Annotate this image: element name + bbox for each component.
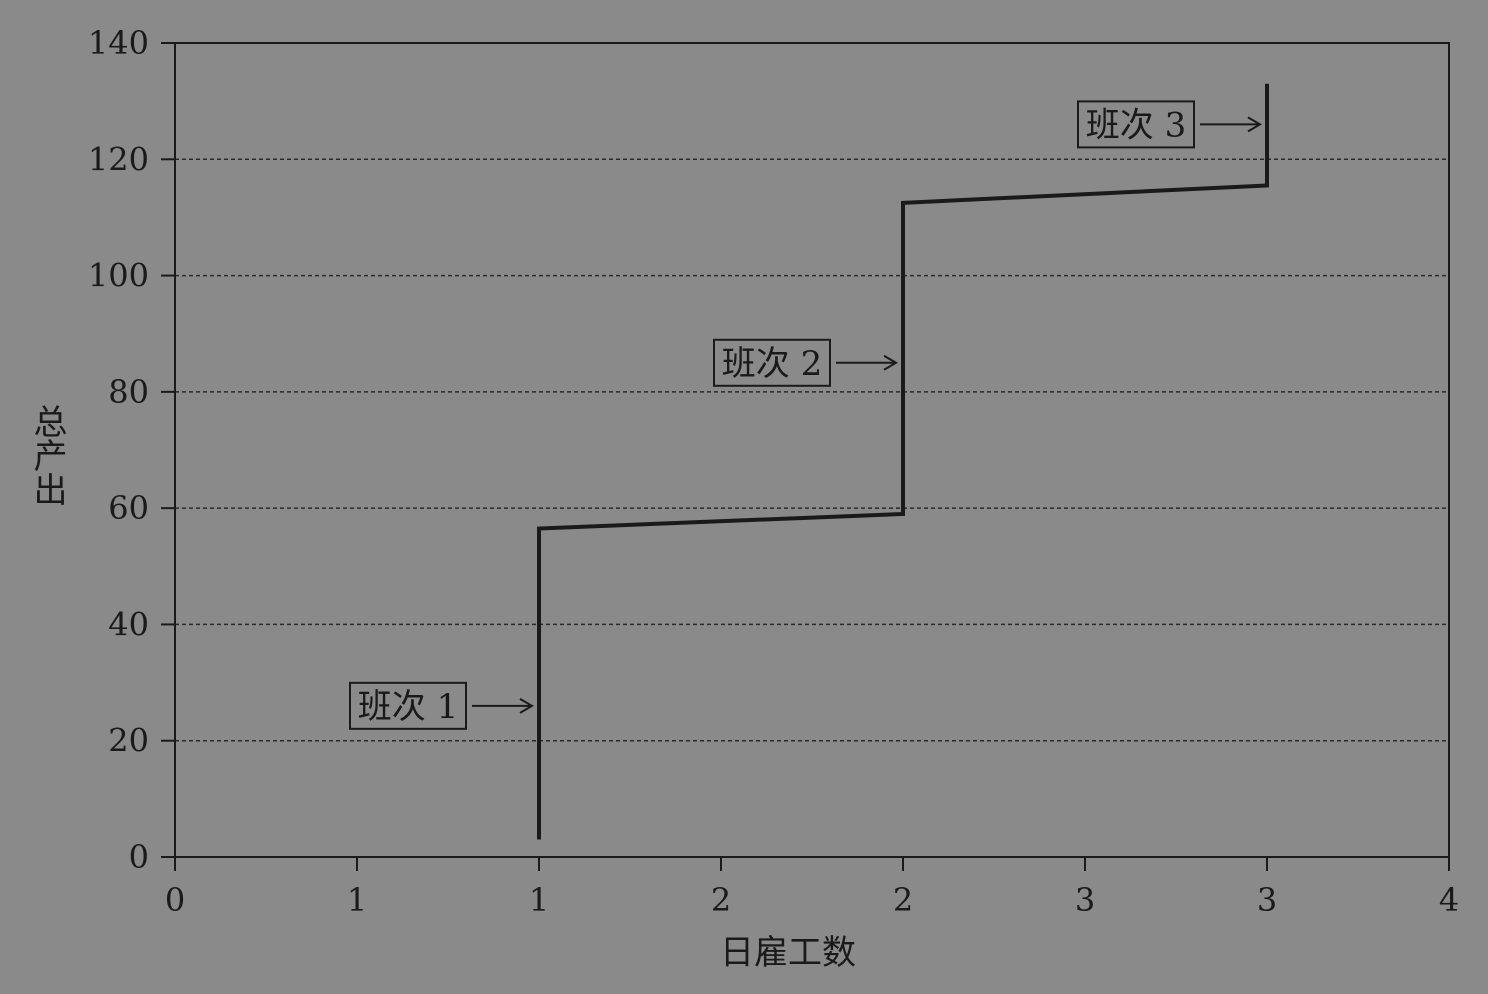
annotation-2: 班次 2 xyxy=(713,338,898,387)
x-axis-title: 日雇工数 xyxy=(720,933,856,973)
x-tick-label: 3 xyxy=(1257,881,1277,919)
annotation-box xyxy=(1077,100,1195,149)
series-group xyxy=(537,83,1269,840)
annotation-label: 班次 2 xyxy=(722,344,822,384)
y-axis-ticks: 0 20 40 60 80 100 120 140 xyxy=(88,24,175,876)
x-tick-label: 2 xyxy=(711,881,731,919)
annotation-arrowhead xyxy=(1247,116,1262,133)
x-tick-label: 1 xyxy=(347,881,367,919)
annotation-box xyxy=(713,338,831,387)
y-tick-label: 120 xyxy=(88,140,149,178)
annotation-arrowhead xyxy=(519,697,534,714)
y-tick-label: 0 xyxy=(129,838,149,876)
x-tick-label: 2 xyxy=(893,881,913,919)
annotation-label: 班次 1 xyxy=(358,687,458,727)
annotation-box xyxy=(349,681,467,730)
annotation-3: 班次 3 xyxy=(1077,100,1262,149)
x-tick-label: 1 xyxy=(529,881,549,919)
x-tick-label: 0 xyxy=(165,881,185,919)
y-tick-label: 80 xyxy=(108,373,149,411)
y-tick-label: 40 xyxy=(108,605,149,643)
annotation-arrowhead xyxy=(883,354,898,371)
y-tick-label: 100 xyxy=(88,257,149,295)
y-tick-label: 60 xyxy=(108,489,149,527)
x-tick-label: 3 xyxy=(1075,881,1095,919)
annotations-group: 班次 1 班次 2 班次 3 xyxy=(349,100,1262,730)
gridlines xyxy=(175,158,1449,742)
y-tick-label: 140 xyxy=(88,24,149,62)
y-axis-title: 总产出 xyxy=(27,404,67,506)
x-axis-ticks: 0 1 1 2 2 3 3 4 xyxy=(165,857,1459,919)
x-tick-label: 4 xyxy=(1439,881,1459,919)
annotation-1: 班次 1 xyxy=(349,681,534,730)
plot-frame xyxy=(174,42,1450,858)
annotation-label: 班次 3 xyxy=(1086,105,1186,145)
y-tick-label: 20 xyxy=(108,722,149,760)
series-line xyxy=(537,83,1269,840)
